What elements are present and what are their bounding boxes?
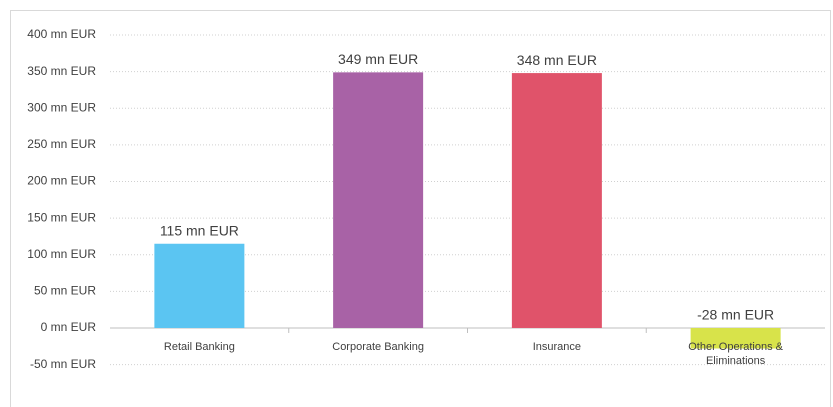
y-tick-label: 0 mn EUR xyxy=(41,320,97,334)
x-tick-label: Insurance xyxy=(532,340,582,353)
x-tick-label-box: Other Operations & Eliminations xyxy=(688,340,784,367)
x-tick-label: Other Operations & Eliminations xyxy=(688,340,784,367)
chart-frame xyxy=(10,10,831,407)
y-tick-label: 150 mn EUR xyxy=(27,210,96,224)
value-label: 348 mn EUR xyxy=(517,52,597,68)
bar xyxy=(511,73,602,328)
y-tick-label: -50 mn EUR xyxy=(30,357,96,371)
bar xyxy=(154,243,245,328)
y-tick-label: 350 mn EUR xyxy=(27,64,96,78)
y-tick-label: 100 mn EUR xyxy=(27,247,96,261)
value-label: 349 mn EUR xyxy=(338,51,418,67)
bar xyxy=(333,72,424,328)
x-tick-label: Retail Banking xyxy=(163,340,235,353)
y-tick-label: 200 mn EUR xyxy=(27,174,96,188)
y-tick-label: 250 mn EUR xyxy=(27,137,96,151)
x-tick-label-box: Insurance xyxy=(532,340,582,353)
x-tick-label-box: Retail Banking xyxy=(163,340,235,353)
x-tick-label-box: Corporate Banking xyxy=(332,340,424,353)
y-tick-label: 400 mn EUR xyxy=(27,27,96,41)
y-tick-label: 300 mn EUR xyxy=(27,100,96,114)
value-label: 115 mn EUR xyxy=(160,222,239,238)
x-tick-label: Corporate Banking xyxy=(332,340,424,353)
bar xyxy=(690,327,781,349)
value-label: -28 mn EUR xyxy=(697,307,774,323)
y-tick-label: 50 mn EUR xyxy=(34,284,96,298)
